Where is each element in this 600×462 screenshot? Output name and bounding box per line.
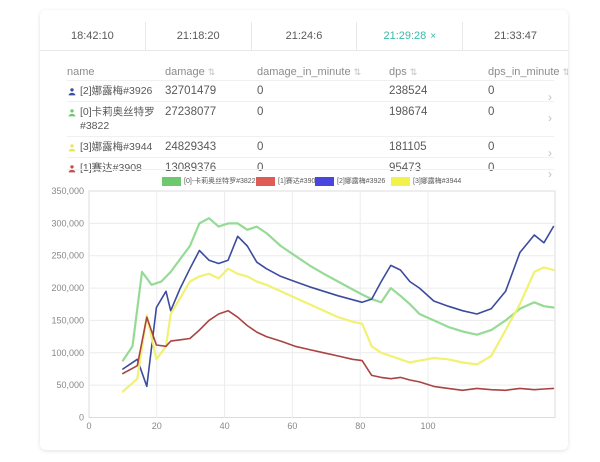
svg-text:0: 0 (86, 421, 91, 431)
svg-text:100,000: 100,000 (51, 348, 84, 358)
svg-text:100: 100 (420, 421, 435, 431)
svg-text:200,000: 200,000 (51, 283, 84, 293)
svg-text:0: 0 (79, 413, 84, 423)
svg-text:50,000: 50,000 (56, 380, 84, 390)
svg-text:150,000: 150,000 (51, 315, 84, 325)
svg-text:20: 20 (152, 421, 162, 431)
svg-text:250,000: 250,000 (51, 251, 84, 261)
svg-text:300,000: 300,000 (51, 218, 84, 228)
svg-text:350,000: 350,000 (51, 186, 84, 196)
svg-text:60: 60 (287, 421, 297, 431)
svg-text:80: 80 (355, 421, 365, 431)
svg-text:40: 40 (220, 421, 230, 431)
